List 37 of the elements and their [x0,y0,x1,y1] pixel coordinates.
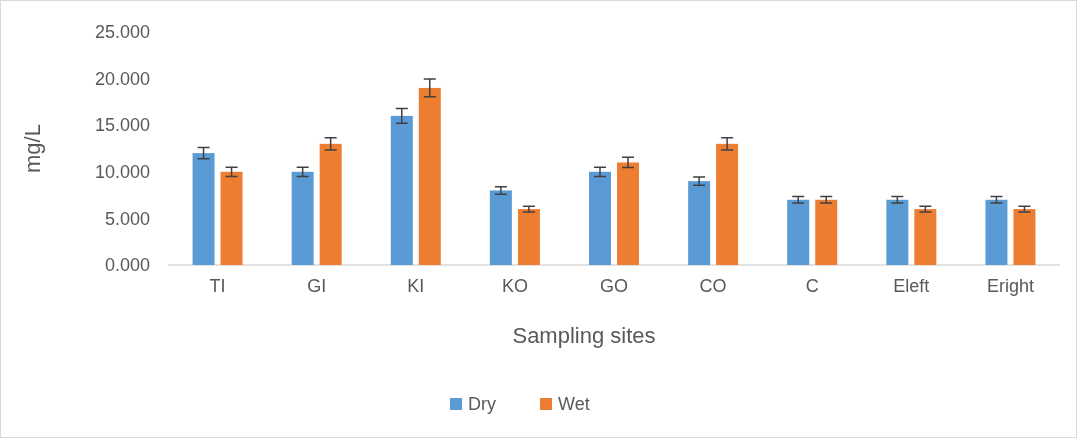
x-tick-label: C [805,275,819,296]
legend-label: Dry [468,394,496,414]
bar [914,209,937,265]
x-tick-label: GO [599,275,629,296]
x-tick-label: Eright [986,275,1034,296]
bar [517,209,540,265]
bar [716,143,739,265]
bar [589,171,611,265]
bar [319,143,342,265]
bar [886,199,909,265]
bar [291,171,314,265]
bar [787,199,810,265]
y-tick-label: 25.000 [94,22,150,43]
y-tick-label: 0.000 [104,255,150,276]
bar [688,181,711,265]
bar [617,162,639,265]
x-tick-label: CO [699,275,727,296]
bar [220,171,243,265]
y-tick-label: 5.000 [104,208,150,229]
x-tick-label: KI [407,275,425,296]
bar [418,87,441,265]
bar [192,153,215,265]
x-tick-label: Eleft [893,275,930,296]
x-axis-title: Sampling sites [512,323,656,348]
y-tick-label: 10.000 [94,162,150,183]
bar [1013,209,1036,265]
legend-label: Wet [558,394,590,414]
bar [390,115,413,265]
y-tick-label: 20.000 [94,68,150,89]
x-tick-label: TI [209,275,226,296]
bar [815,199,838,265]
y-tick-label: 15.000 [94,115,150,136]
y-axis-title: mg/L [20,124,45,173]
bar [489,190,512,265]
x-tick-label: KO [501,275,528,296]
x-tick-label: GI [307,275,327,296]
bar [985,199,1008,265]
